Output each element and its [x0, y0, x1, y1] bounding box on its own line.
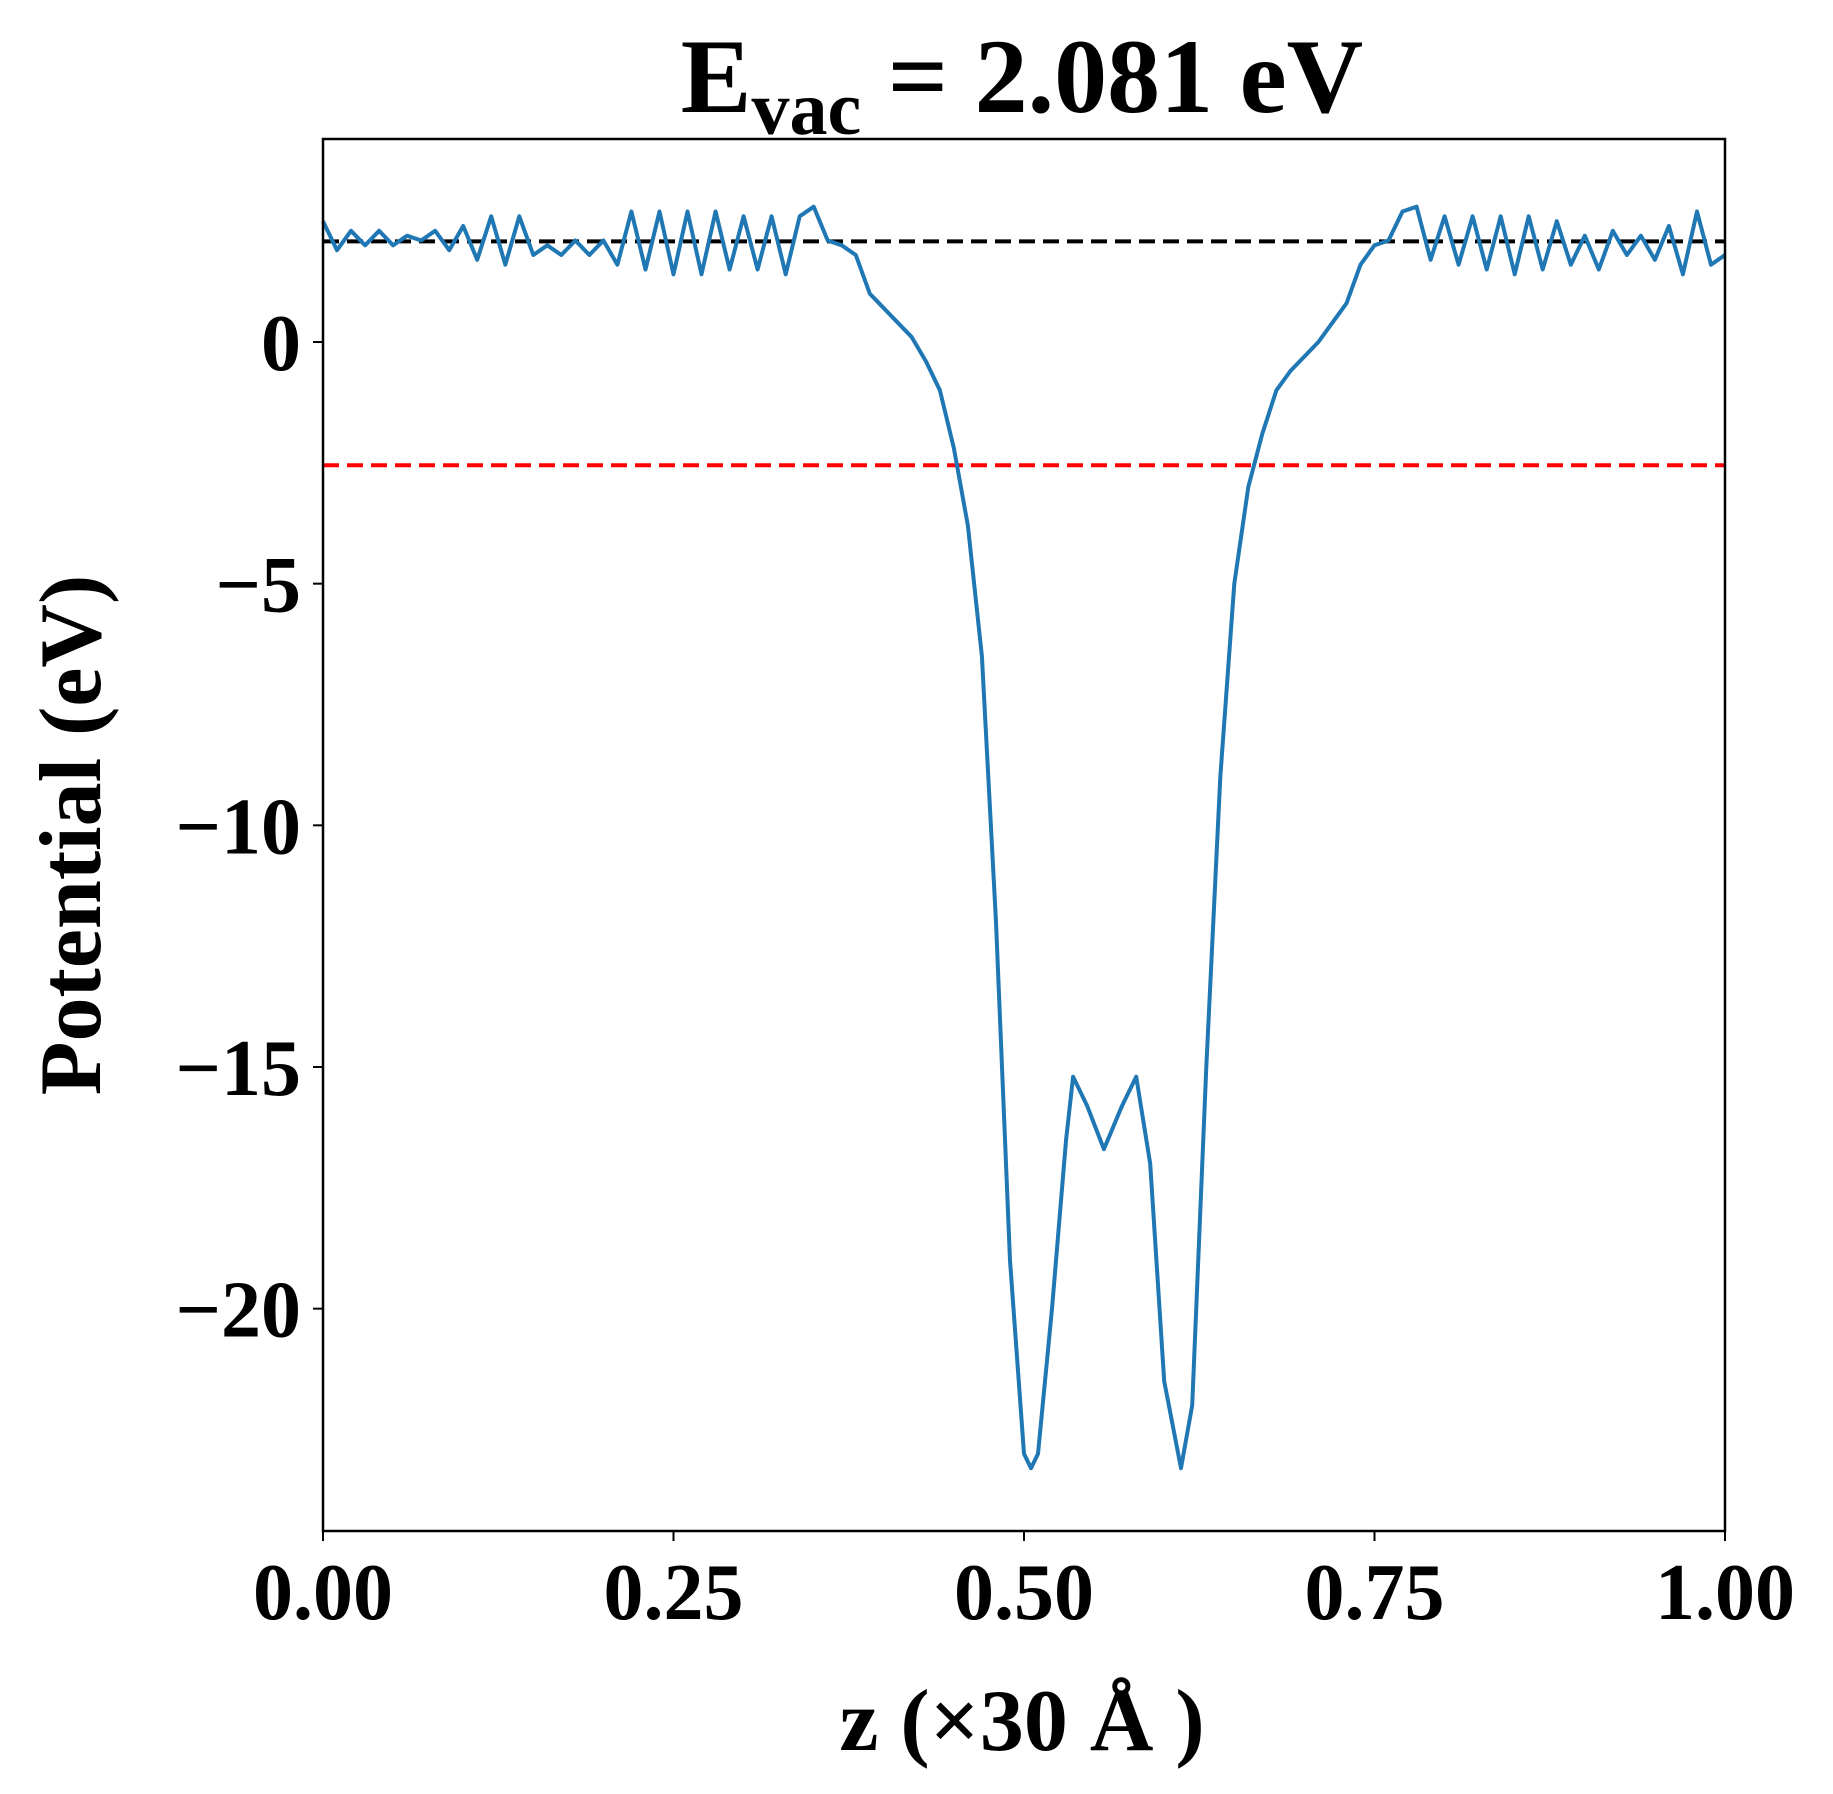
plot-frame	[321, 137, 1727, 1533]
x-tick-label: 0.00	[253, 1549, 393, 1637]
title-subscript: vac	[751, 67, 861, 151]
y-tick-label: −5	[215, 542, 301, 630]
x-tick-label: 0.50	[954, 1549, 1094, 1637]
y-axis-label: Potential (eV)	[23, 575, 120, 1095]
data-line	[321, 204, 1727, 1471]
x-axis-label: z (×30 Å )	[839, 1673, 1204, 1770]
y-tick-label: −10	[175, 783, 301, 871]
y-tick-label: −20	[175, 1267, 301, 1355]
chart-title: Evac = 2.081 eV	[681, 18, 1363, 151]
x-tick-label: 0.75	[1305, 1549, 1445, 1637]
title-main: E	[681, 18, 752, 135]
y-tick-label: 0	[261, 300, 301, 388]
x-tick-label: 1.00	[1655, 1549, 1795, 1637]
x-tick-label: 0.25	[604, 1549, 744, 1637]
y-tick-label: −15	[175, 1025, 301, 1113]
title-rest: = 2.081 eV	[861, 18, 1363, 135]
